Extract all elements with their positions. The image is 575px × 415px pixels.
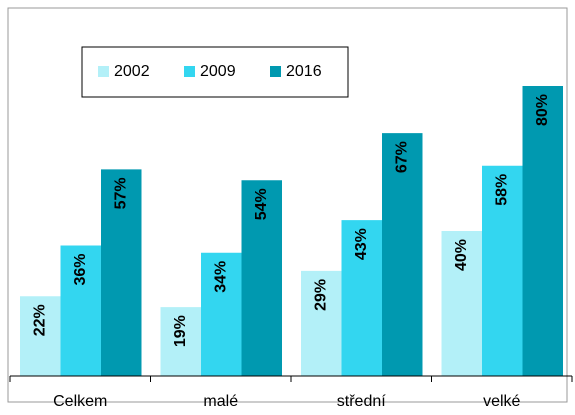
bar: [301, 270, 342, 376]
legend-label: 2009: [200, 63, 236, 80]
bar: [60, 245, 101, 376]
bar: [441, 231, 482, 376]
bar: [522, 86, 563, 376]
bar: [20, 296, 61, 376]
legend-swatch: [184, 66, 195, 77]
value-label: 40%: [453, 239, 470, 271]
value-label: 22%: [31, 304, 48, 336]
value-label: 54%: [253, 188, 270, 220]
x-tick-label: velké: [483, 393, 520, 410]
bar: [101, 169, 142, 376]
value-label: 57%: [112, 177, 129, 209]
bar: [482, 165, 523, 376]
chart-frame: [7, 7, 568, 403]
value-label: 58%: [493, 174, 510, 206]
legend-swatch: [98, 66, 109, 77]
x-tick-label: malé: [203, 393, 238, 410]
value-label: 36%: [72, 254, 89, 286]
bar: [341, 220, 382, 376]
bar: [382, 133, 423, 376]
value-label: 29%: [312, 279, 329, 311]
legend-label: 2016: [286, 63, 322, 80]
value-label: 80%: [534, 94, 551, 126]
legend-swatch: [270, 66, 281, 77]
x-tick-label: střední: [337, 393, 386, 410]
value-label: 19%: [172, 315, 189, 347]
bar: [201, 252, 242, 376]
bar: [241, 180, 282, 376]
x-tick-label: Celkem: [53, 393, 107, 410]
legend-label: 2002: [114, 63, 150, 80]
value-label: 67%: [393, 141, 410, 173]
value-label: 43%: [353, 228, 370, 260]
value-label: 34%: [212, 261, 229, 293]
legend-box: [81, 46, 349, 98]
bar: [160, 307, 201, 376]
